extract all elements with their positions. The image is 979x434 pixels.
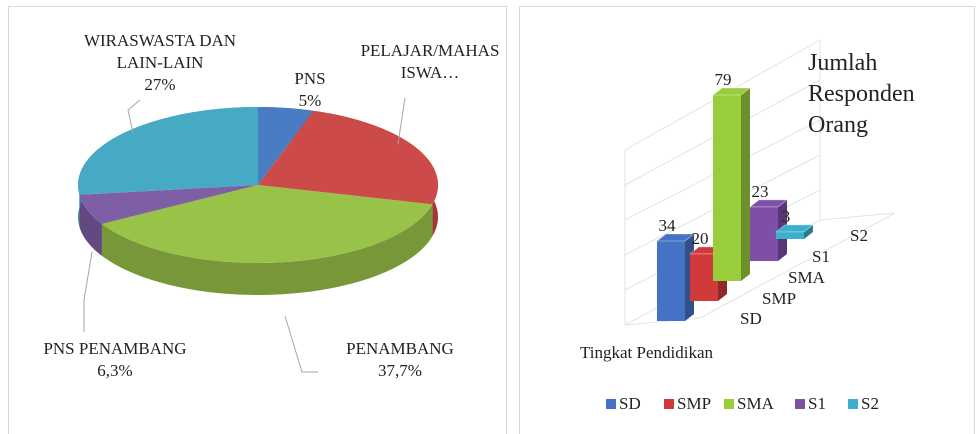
data-label: PNS PENAMBANG 6,3% bbox=[40, 338, 190, 382]
depth-tick-label: SMA bbox=[788, 268, 826, 287]
category-label: PELAJAR/MAHASISWA… bbox=[360, 41, 500, 82]
bar bbox=[776, 231, 804, 239]
pie-slice bbox=[258, 110, 438, 205]
data-label: 79 bbox=[715, 70, 732, 89]
legend-swatch bbox=[606, 399, 616, 409]
pie-chart bbox=[78, 107, 438, 295]
pie-slice-side bbox=[101, 204, 433, 295]
leader-line bbox=[284, 315, 318, 373]
bar-top bbox=[711, 87, 752, 96]
legend-swatch bbox=[848, 399, 858, 409]
value-label: 6,3% bbox=[97, 361, 133, 380]
pie-slice bbox=[79, 185, 258, 224]
category-label: WIRASWASTA DAN LAIN-LAIN bbox=[83, 31, 237, 72]
bar bbox=[750, 206, 778, 261]
data-label: 3 bbox=[782, 207, 791, 226]
legend-label: S1 bbox=[808, 394, 826, 413]
bar-side bbox=[741, 88, 750, 281]
data-label: WIRASWASTA DAN LAIN-LAIN 27% bbox=[70, 30, 250, 96]
data-label: 23 bbox=[752, 182, 769, 201]
depth-tick-label: S2 bbox=[850, 226, 868, 245]
leader-line bbox=[397, 97, 406, 145]
category-label: PENAMBANG bbox=[346, 339, 454, 358]
data-label: PELAJAR/MAHASISWA… bbox=[360, 40, 500, 84]
bar-side bbox=[804, 224, 813, 239]
bar bbox=[713, 95, 741, 281]
legend-swatch bbox=[724, 399, 734, 409]
depth-tick-label: S1 bbox=[812, 247, 830, 266]
legend-swatch bbox=[664, 399, 674, 409]
wall-line bbox=[699, 212, 896, 319]
depth-tick-label: SD bbox=[740, 309, 762, 328]
panel-border bbox=[8, 6, 507, 434]
legend-swatch bbox=[795, 399, 805, 409]
category-label: PNS PENAMBANG bbox=[43, 339, 187, 358]
bar bbox=[657, 240, 685, 321]
legend-label: SMP bbox=[677, 394, 711, 413]
bar-top bbox=[748, 199, 789, 208]
data-label: PNS 5% bbox=[270, 68, 350, 112]
legend-label: S2 bbox=[861, 394, 879, 413]
leader-line bbox=[127, 99, 141, 134]
wall-line bbox=[819, 212, 896, 221]
pie-slice-side bbox=[79, 194, 102, 256]
legend-label: SD bbox=[619, 394, 641, 413]
panel-border bbox=[519, 6, 975, 434]
wall-line bbox=[624, 317, 701, 326]
legend-label: SMA bbox=[737, 394, 775, 413]
leader-line bbox=[83, 251, 93, 332]
pie-slice bbox=[101, 185, 433, 263]
bar-top bbox=[774, 224, 815, 233]
pie-slice bbox=[78, 107, 259, 195]
category-label: PNS bbox=[294, 69, 326, 88]
data-label: 34 bbox=[659, 216, 677, 235]
data-label: PENAMBANG 37,7% bbox=[325, 338, 475, 382]
chart-title: Jumlah Responden Orang bbox=[808, 50, 915, 138]
bar-top bbox=[655, 233, 696, 242]
pie-slice bbox=[258, 107, 314, 185]
depth-tick-label: SMP bbox=[762, 289, 796, 308]
value-label: 27% bbox=[144, 75, 176, 94]
value-label: 37,7% bbox=[378, 361, 422, 380]
axis-label: Tingkat Pendidikan bbox=[580, 343, 714, 362]
data-label: 20 bbox=[692, 229, 709, 248]
value-label: 5% bbox=[298, 91, 322, 110]
